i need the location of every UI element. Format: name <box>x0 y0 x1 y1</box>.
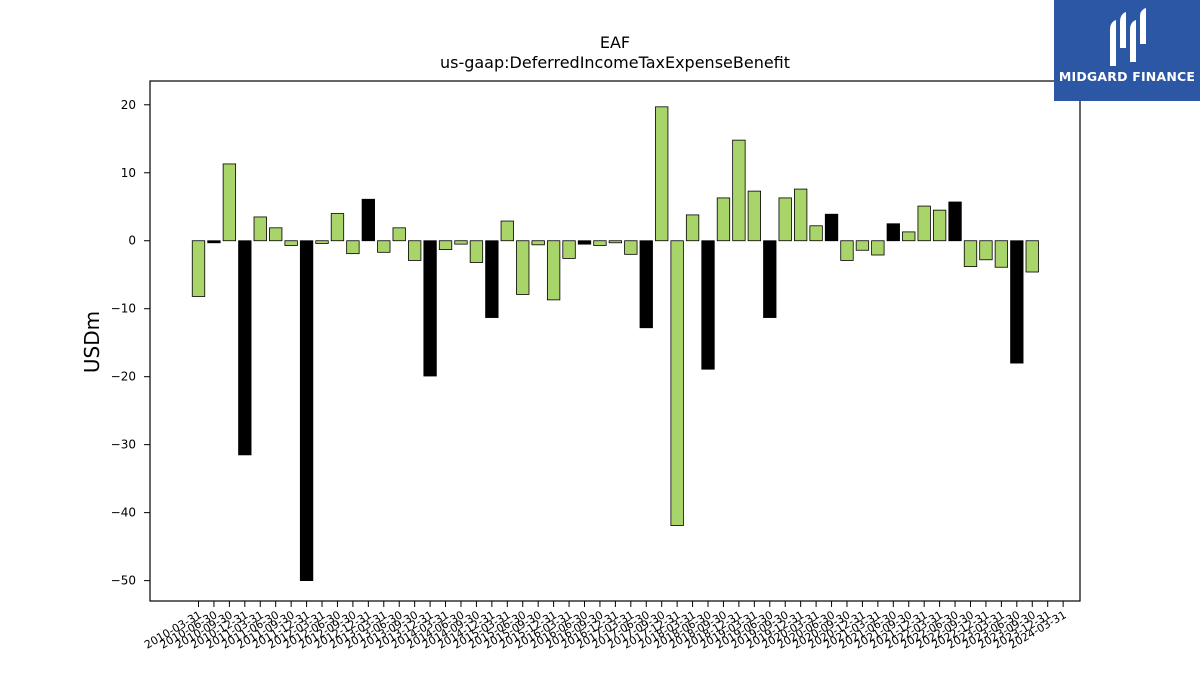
bar <box>994 240 1009 268</box>
bar <box>238 240 252 456</box>
y-tick-label: 20 <box>121 98 136 112</box>
bar <box>454 240 468 245</box>
bar <box>562 240 576 259</box>
bar <box>608 240 623 244</box>
y-axis: 20 10 0 −10 −20 −30 −40 −50 <box>111 98 150 588</box>
y-tick-label: −50 <box>111 574 136 588</box>
midgard-logo-icon <box>1110 8 1146 66</box>
bar <box>809 225 823 242</box>
bar <box>655 106 669 242</box>
bar <box>469 240 484 263</box>
bar <box>315 240 329 244</box>
brand-name: MIDGARD FINANCE <box>1058 69 1196 84</box>
bar <box>1025 240 1039 273</box>
bar <box>794 188 808 242</box>
bar <box>932 209 947 242</box>
plot-frame <box>149 80 1081 602</box>
y-tick-label: −10 <box>111 302 136 316</box>
bar <box>747 190 761 242</box>
bar <box>346 240 360 255</box>
bar <box>531 240 545 246</box>
bar <box>778 197 792 242</box>
y-tick-label: 0 <box>128 234 136 248</box>
bar <box>408 240 422 261</box>
x-axis: 2010-03-312010-06-302010-09-302010-12-31… <box>142 601 1069 652</box>
bar <box>917 205 931 242</box>
bar <box>546 240 561 301</box>
bar <box>840 240 854 261</box>
bar <box>438 240 453 250</box>
bar <box>284 240 298 246</box>
bar <box>423 240 437 377</box>
bar <box>701 240 715 370</box>
bar <box>299 240 314 582</box>
bar <box>855 240 870 251</box>
bar <box>979 240 993 261</box>
bar <box>392 227 406 242</box>
bar <box>377 240 391 253</box>
bar <box>624 240 638 255</box>
bar <box>191 240 206 297</box>
bar <box>500 220 514 242</box>
bars-group <box>191 106 1039 582</box>
bar <box>593 240 607 246</box>
bar <box>577 240 592 245</box>
bar <box>516 240 530 295</box>
bar <box>639 240 653 329</box>
chart-subtitle: us-gaap:DeferredIncomeTaxExpenseBenefit <box>440 53 790 72</box>
bar <box>685 214 700 242</box>
y-tick-label: −40 <box>111 506 136 520</box>
bar <box>670 240 684 526</box>
y-tick-label: −20 <box>111 370 136 384</box>
bar <box>253 216 267 242</box>
bar <box>330 213 345 242</box>
bar <box>902 231 916 242</box>
brand-logo: MIDGARD FINANCE <box>1054 0 1200 101</box>
bar <box>361 198 375 242</box>
bar <box>763 240 777 318</box>
bar <box>948 201 962 242</box>
y-tick-label: −30 <box>111 438 136 452</box>
bar <box>716 197 731 242</box>
y-axis-label: USDm <box>80 311 104 373</box>
bar <box>824 213 839 242</box>
bar <box>1010 240 1024 364</box>
bar <box>732 139 746 242</box>
y-tick-label: 10 <box>121 166 136 180</box>
bar <box>871 240 885 256</box>
bar <box>963 240 978 267</box>
chart-title: EAF <box>600 33 630 52</box>
bar <box>222 163 237 242</box>
bar <box>886 223 900 242</box>
bar <box>485 240 499 318</box>
bar <box>207 240 221 244</box>
bar <box>269 227 283 242</box>
